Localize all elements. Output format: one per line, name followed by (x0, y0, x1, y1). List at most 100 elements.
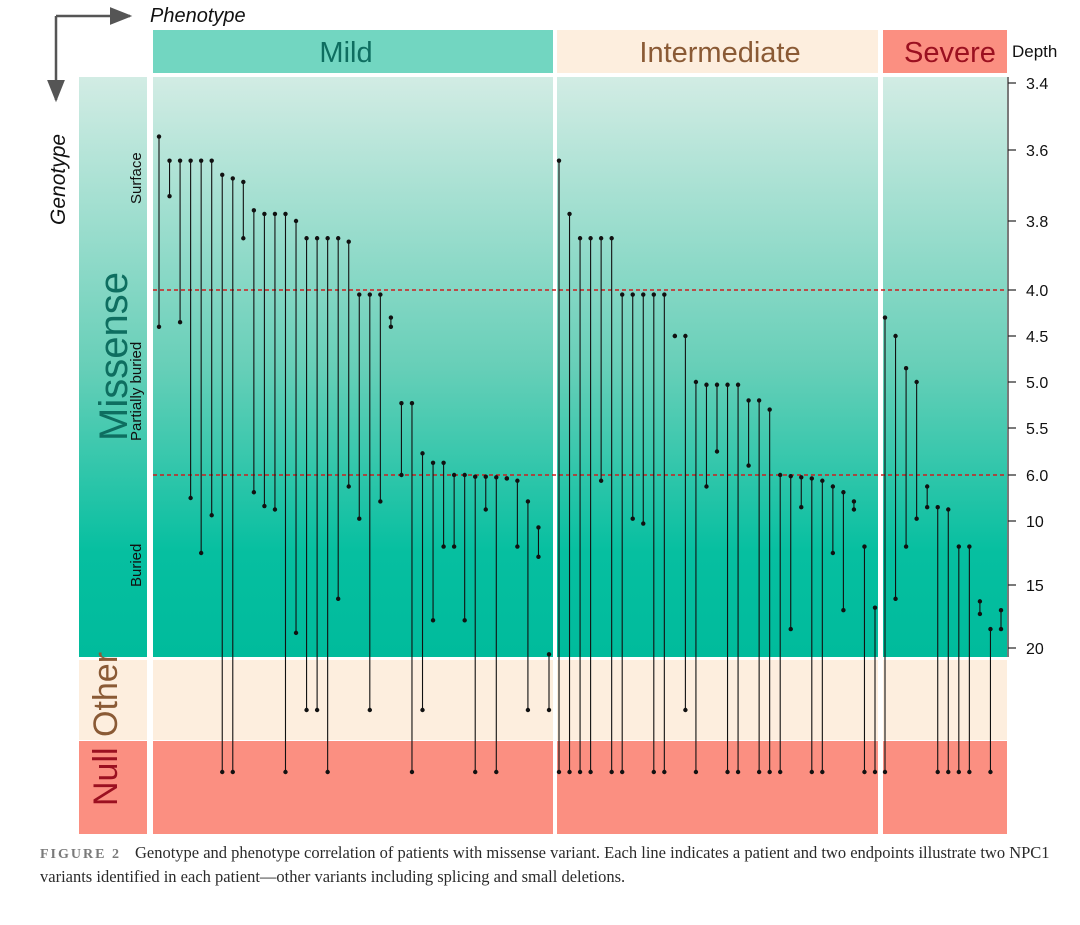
patient-line (651, 292, 656, 775)
variant-point-b (399, 472, 404, 478)
variant-point-a (725, 382, 730, 387)
variant-point-b (988, 769, 993, 775)
phenotype-label-mild: Mild (319, 37, 372, 69)
variant-point-b (683, 707, 688, 713)
variant-point-b (483, 507, 488, 512)
variant-point-b (494, 769, 499, 775)
figure-caption: FIGURE 2 Genotype and phenotype correlati… (40, 842, 1050, 888)
variant-point-a (946, 507, 951, 512)
variant-point-b (672, 333, 678, 339)
variant-point-b (325, 769, 330, 775)
patient-line (977, 599, 983, 617)
patient-line (967, 544, 972, 775)
patient-line (735, 382, 741, 775)
variant-point-b (693, 769, 699, 775)
variant-point-b (220, 769, 225, 775)
variant-point-b (546, 707, 552, 713)
patient-line (799, 475, 804, 510)
patient-line (314, 236, 320, 713)
variant-point-b (409, 769, 415, 775)
patient-line (641, 292, 646, 526)
patient-line (746, 398, 751, 468)
variant-point-a (335, 236, 341, 241)
patient-line (683, 333, 688, 713)
panel-intermediate (557, 77, 878, 834)
variant-point-a (525, 499, 531, 504)
variant-point-a (767, 407, 772, 412)
genotype-label-missense: Missense (92, 272, 136, 441)
variant-point-b (177, 320, 183, 325)
variant-point-b (314, 707, 320, 713)
variant-point-a (988, 626, 993, 632)
patient-line (399, 400, 404, 478)
variant-point-b (241, 236, 246, 241)
variant-point-a (662, 292, 667, 297)
depth-tick-label: 4.5 (1026, 329, 1048, 346)
variant-point-a (967, 544, 972, 549)
variant-point-b (525, 707, 531, 713)
patient-line (714, 382, 720, 454)
variant-point-a (220, 172, 225, 178)
variant-point-a (272, 211, 278, 217)
variant-point-a (198, 158, 204, 163)
variant-point-a (483, 474, 488, 479)
patient-line (851, 499, 857, 512)
variant-point-b (651, 769, 656, 775)
variant-point-a (209, 158, 214, 163)
patient-line (283, 211, 288, 775)
variant-point-a (903, 366, 909, 371)
zone-label-partially-buried: Partially buried (128, 342, 145, 441)
patient-line (525, 499, 531, 713)
variant-point-b (357, 516, 362, 521)
variant-point-b (641, 521, 646, 526)
patient-line (346, 239, 351, 489)
variant-point-b (809, 769, 814, 775)
variant-point-b (998, 626, 1004, 632)
variant-point-b (799, 505, 804, 510)
variant-point-a (830, 484, 836, 489)
variant-point-a (494, 475, 499, 480)
patient-line (198, 158, 204, 556)
patient-line (756, 398, 762, 775)
variant-point-b (367, 707, 373, 713)
variant-point-b (767, 769, 772, 775)
variant-point-a (683, 333, 688, 339)
variant-point-a (473, 474, 478, 479)
variant-point-b (851, 507, 857, 512)
variant-point-b (746, 463, 751, 468)
phenotype-axis-label: Phenotype (150, 5, 246, 27)
genotype-band-null (79, 741, 147, 834)
caption-label: FIGURE 2 (40, 847, 121, 862)
variant-point-a (820, 478, 825, 483)
variant-point-b (209, 513, 214, 518)
variant-point-a (914, 379, 919, 385)
variant-point-a (851, 499, 857, 504)
patient-line (430, 460, 436, 623)
variant-point-a (609, 236, 614, 241)
patients (156, 134, 1004, 775)
variant-point-b (251, 490, 257, 495)
genotype-phenotype-chart: Phenotype Genotype Mild Intermediate Sev… (47, 5, 1057, 834)
depth-tick-label: 15 (1026, 578, 1044, 595)
variant-point-a (420, 451, 425, 456)
variant-point-a (441, 460, 446, 465)
patient-line (473, 474, 478, 775)
variant-point-a (304, 236, 309, 241)
variant-point-a (735, 382, 741, 387)
variant-point-a (167, 158, 172, 163)
variant-point-a (556, 158, 562, 163)
panel-severe (883, 77, 1007, 834)
variant-point-b (473, 769, 478, 775)
genotype-band-missense (79, 77, 147, 657)
depth-tick-label: 6.0 (1026, 468, 1048, 485)
patient-line (515, 478, 520, 549)
patient-line (862, 544, 867, 775)
variant-point-a (293, 218, 299, 224)
patient-line (293, 218, 299, 636)
patient-line (504, 476, 510, 481)
variant-point-b (420, 707, 425, 713)
variant-point-a (778, 472, 783, 478)
patient-line (462, 472, 467, 623)
variant-point-b (704, 484, 709, 489)
genotype-label-other: Other (87, 652, 125, 737)
